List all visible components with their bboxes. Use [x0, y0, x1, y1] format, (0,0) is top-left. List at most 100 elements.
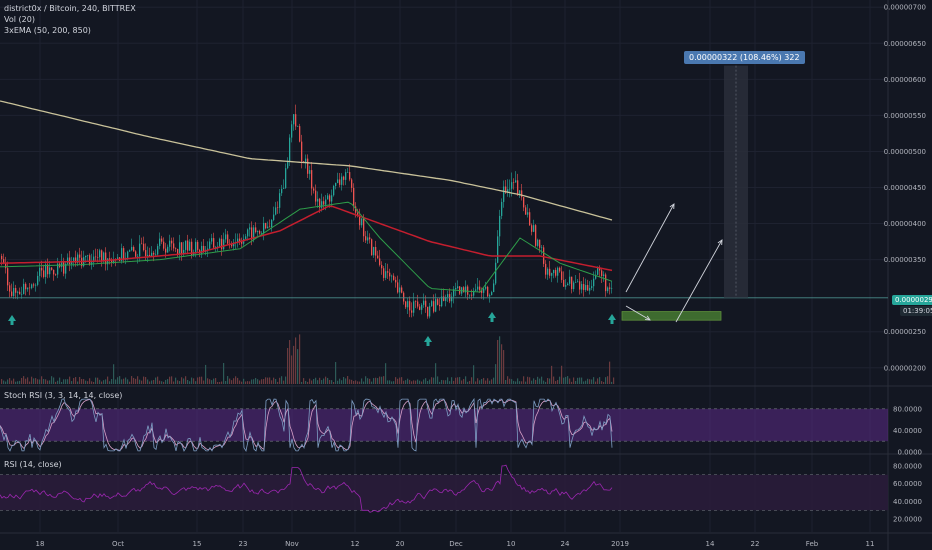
candle-body: [589, 287, 591, 291]
projection-arrow-down: [625, 305, 651, 321]
candle-body: [101, 250, 103, 262]
volume-bar: [205, 364, 207, 384]
volume-bar: [191, 377, 193, 384]
volume-bar: [21, 377, 23, 384]
time-tick-label: Nov: [285, 540, 299, 548]
candle-body: [241, 241, 243, 244]
volume-bar: [75, 377, 77, 384]
volume-bar: [597, 378, 599, 384]
volume-bar: [545, 381, 547, 384]
candle-body: [529, 212, 531, 226]
volume-bar: [367, 378, 369, 384]
candle-body: [261, 233, 263, 234]
rsi-tick-label: 40.0000: [893, 498, 922, 506]
volume-bar: [377, 378, 379, 384]
candle-body: [113, 259, 115, 263]
volume-bar: [337, 380, 339, 384]
volume-bar: [457, 377, 459, 384]
volume-bar: [139, 379, 141, 384]
volume-bar: [47, 380, 49, 384]
volume-bar: [363, 381, 365, 384]
volume-bar: [103, 380, 105, 384]
volume-bar: [253, 379, 255, 384]
volume-bar: [455, 377, 457, 384]
candle-body: [97, 257, 99, 258]
candle-body: [581, 284, 583, 290]
volume-bar: [319, 377, 321, 384]
candle-body: [437, 299, 439, 305]
volume-bar: [527, 376, 529, 384]
projection-arrow-up-1-head: [669, 203, 675, 210]
price-tick-label: 0.00000200: [884, 364, 926, 372]
candle-body: [521, 190, 523, 198]
volume-bar: [551, 365, 553, 384]
volume-bar: [79, 377, 81, 384]
candle-body: [597, 267, 599, 275]
volume-bar: [63, 379, 65, 384]
volume-bar: [265, 377, 267, 384]
volume-bar: [233, 378, 235, 384]
candle-body: [349, 172, 351, 180]
volume-bar: [177, 380, 179, 384]
volume-bar: [401, 377, 403, 384]
volume-bar: [483, 377, 485, 384]
candle-body: [67, 257, 69, 264]
volume-bar: [13, 378, 15, 384]
volume-bar: [73, 378, 75, 384]
volume-bar: [531, 380, 533, 384]
volume-bar: [141, 380, 143, 384]
volume-bar: [61, 381, 63, 384]
candle-body: [317, 198, 319, 202]
time-tick-label: 23: [239, 540, 248, 548]
time-tick-label: 14: [706, 540, 715, 548]
volume-bar: [491, 379, 493, 384]
marker-arrow-up-icon: [8, 315, 16, 321]
candle-body: [587, 285, 589, 291]
candle-body: [365, 236, 367, 241]
volume-bar: [195, 381, 197, 384]
volume-bar: [181, 377, 183, 384]
volume-bar: [217, 381, 219, 384]
candle-body: [409, 301, 411, 311]
volume-bar: [261, 379, 263, 384]
volume-bar: [69, 376, 71, 384]
candle-body: [575, 282, 577, 283]
volume-bar: [391, 381, 393, 384]
volume-bar: [131, 376, 133, 384]
candle-body: [247, 229, 249, 237]
volume-bar: [173, 381, 175, 384]
volume-bar: [399, 377, 401, 384]
candle-body: [263, 222, 265, 234]
volume-bar: [573, 377, 575, 384]
candle-body: [297, 126, 299, 127]
rsi-tick-label: 20.0000: [893, 516, 922, 524]
candle-body: [379, 258, 381, 265]
volume-bar: [613, 377, 615, 384]
candle-body: [277, 207, 279, 209]
volume-bar: [215, 378, 217, 384]
volume-bar: [189, 381, 191, 384]
volume-bar: [227, 376, 229, 384]
candle-body: [21, 293, 23, 295]
candle-body: [69, 257, 71, 265]
volume-bar: [245, 381, 247, 384]
volume-bar: [385, 363, 387, 384]
candle-body: [517, 180, 519, 195]
volume-bar: [223, 362, 225, 384]
candle-body: [287, 161, 289, 169]
volume-bar: [595, 381, 597, 384]
candle-body: [217, 246, 219, 248]
candle-body: [269, 226, 271, 228]
volume-bar: [59, 377, 61, 384]
projection-arrow-up-2-head: [717, 239, 723, 246]
candle-body: [103, 252, 105, 262]
candle-body: [601, 270, 603, 276]
measure-badge: 0.00000322 (108.46%) 322: [684, 51, 805, 64]
price-tick-label: 0.00000500: [884, 148, 926, 156]
candle-body: [489, 295, 491, 297]
time-tick-label: 18: [36, 540, 45, 548]
time-tick-label: 15: [193, 540, 202, 548]
rsi-tick-label: 80.0000: [893, 462, 922, 470]
volume-bar: [207, 378, 209, 384]
